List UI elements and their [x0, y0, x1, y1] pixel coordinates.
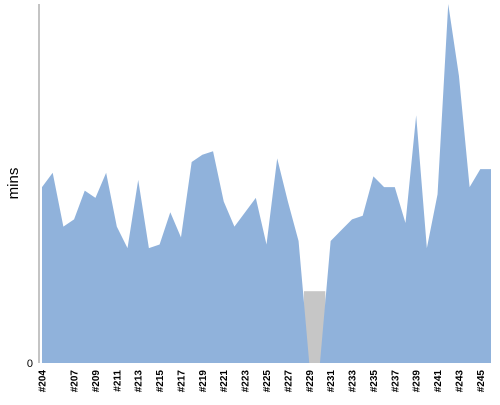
- data-point: [254, 196, 258, 200]
- data-point: [371, 174, 375, 178]
- data-point: [104, 171, 108, 175]
- data-point: [243, 210, 247, 214]
- data-point: [297, 239, 301, 243]
- data-point: [478, 167, 482, 171]
- plot-area: [40, 2, 493, 365]
- data-point: [40, 185, 44, 189]
- data-point: [158, 243, 162, 247]
- data-point: [361, 214, 365, 218]
- data-point: [232, 225, 236, 229]
- data-point: [339, 228, 343, 232]
- data-point: [93, 196, 97, 200]
- x-tick-label: #239: [412, 370, 423, 393]
- data-point: [126, 246, 130, 250]
- x-tick-label: #235: [369, 370, 380, 393]
- data-point: [350, 217, 354, 221]
- missing-data-band: [303, 291, 326, 363]
- data-point: [425, 246, 429, 250]
- data-point: [382, 185, 386, 189]
- data-point: [83, 189, 87, 193]
- data-point: [168, 210, 172, 214]
- data-point: [147, 246, 151, 250]
- x-tick-label: #241: [433, 370, 444, 393]
- x-tick-label: #209: [91, 370, 102, 393]
- x-tick-label: #215: [155, 370, 166, 393]
- x-tick-label: #213: [134, 370, 145, 393]
- x-tick-label: #207: [70, 370, 81, 393]
- x-tick-label: #237: [390, 370, 401, 393]
- data-point: [115, 225, 119, 229]
- data-point: [489, 167, 493, 171]
- x-tick-label: #227: [283, 370, 294, 393]
- data-point: [307, 361, 311, 365]
- x-tick-label: #245: [476, 370, 487, 393]
- x-tick-label: #211: [112, 370, 123, 392]
- data-point: [51, 171, 55, 175]
- x-tick-label: #217: [176, 370, 187, 393]
- x-tick-label: #223: [241, 370, 252, 393]
- data-point: [136, 178, 140, 182]
- x-tick-label: #229: [305, 370, 316, 393]
- data-point: [329, 239, 333, 243]
- data-point: [457, 74, 461, 78]
- x-tick-label: #231: [326, 370, 337, 393]
- data-point: [265, 243, 269, 247]
- x-tick-label: #233: [348, 370, 359, 393]
- data-point: [211, 149, 215, 153]
- data-point: [286, 199, 290, 203]
- data-point: [414, 113, 418, 117]
- data-point: [318, 361, 322, 365]
- data-point: [179, 235, 183, 239]
- x-tick-labels: #204 #207 #209 #211 #213 #215 #217 #219 #221 #223…: [38, 370, 487, 393]
- data-point: [446, 2, 450, 6]
- data-point: [222, 199, 226, 203]
- x-tick-label: #204: [38, 370, 49, 393]
- x-tick-label: #243: [454, 370, 465, 393]
- y-tick-label: 0: [27, 358, 33, 370]
- series-area: [42, 4, 491, 363]
- x-tick-label: #219: [198, 370, 209, 393]
- data-point: [468, 185, 472, 189]
- data-point: [61, 225, 65, 229]
- data-point: [275, 156, 279, 160]
- y-axis-label: mins: [5, 168, 22, 200]
- data-point: [393, 185, 397, 189]
- x-tick-label: #221: [219, 370, 230, 393]
- data-point: [436, 192, 440, 196]
- data-point: [200, 153, 204, 157]
- data-point: [72, 217, 76, 221]
- x-tick-label: #225: [262, 370, 273, 393]
- y-tick-labels: 0: [27, 358, 33, 370]
- data-point: [403, 221, 407, 225]
- data-point: [190, 160, 194, 164]
